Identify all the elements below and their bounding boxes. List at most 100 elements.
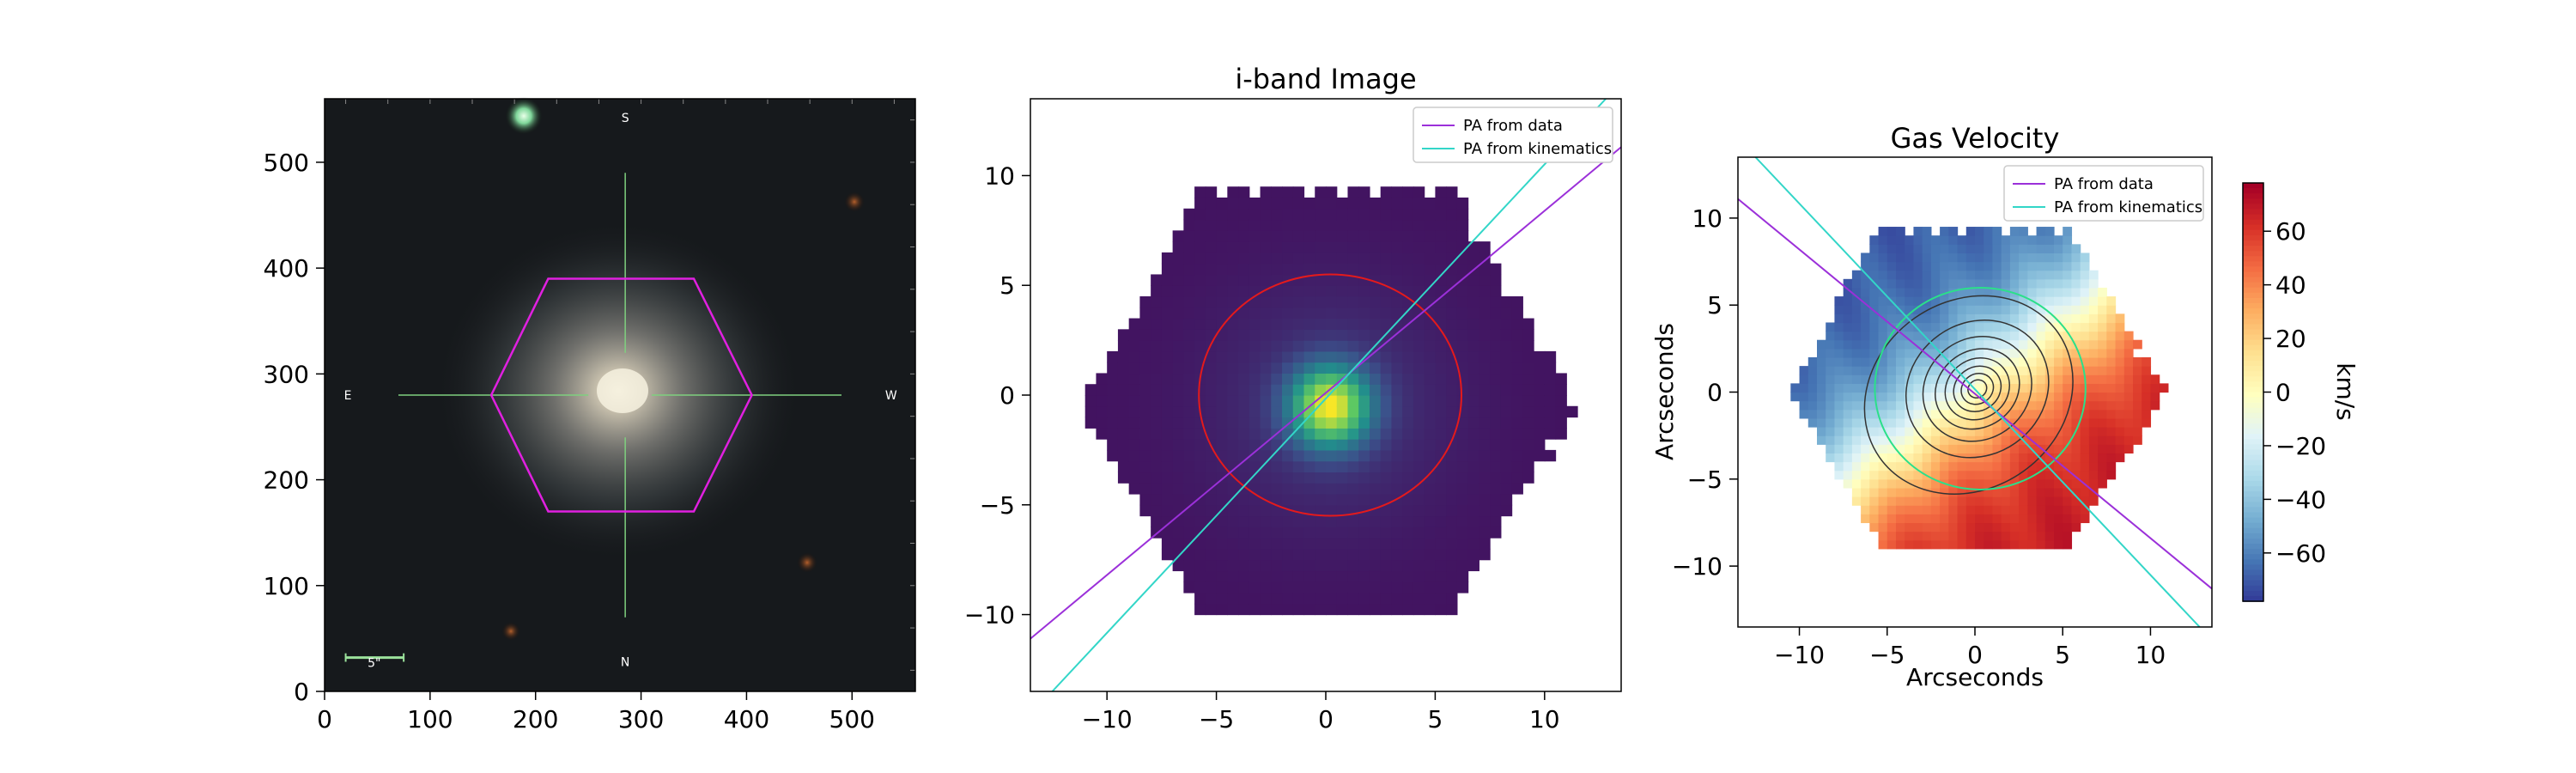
velocity-cell bbox=[2088, 470, 2099, 480]
pixel-cell bbox=[1172, 538, 1184, 550]
velocity-cell bbox=[1869, 356, 1880, 367]
pixel-cell bbox=[1380, 515, 1393, 527]
velocity-cell bbox=[1965, 348, 1976, 358]
velocity-cell bbox=[2063, 374, 2073, 384]
velocity-cell bbox=[2001, 322, 2011, 332]
velocity-cell bbox=[2009, 487, 2020, 497]
velocity-cell bbox=[2044, 244, 2055, 254]
pixel-cell bbox=[1467, 428, 1479, 440]
pixel-cell bbox=[1271, 230, 1283, 242]
velocity-cell bbox=[1948, 313, 1959, 324]
pixel-cell bbox=[1303, 428, 1315, 440]
velocity-cell bbox=[2054, 453, 2063, 463]
pixel-cell bbox=[1216, 593, 1228, 605]
pixel-cell bbox=[1380, 186, 1393, 198]
pixel-cell bbox=[1303, 526, 1315, 539]
pixel-cell bbox=[1172, 395, 1184, 407]
velocity-cell bbox=[1965, 322, 1976, 332]
velocity-cell bbox=[1913, 348, 1923, 358]
velocity-cell bbox=[1940, 409, 1949, 419]
pixel-cell bbox=[1260, 296, 1272, 308]
pixel-cell bbox=[1435, 362, 1447, 374]
velocity-cell bbox=[2054, 313, 2063, 324]
colorbar-segment bbox=[2243, 224, 2263, 231]
pixel-cell bbox=[1238, 252, 1250, 265]
velocity-cell bbox=[1930, 296, 1941, 306]
pixel-cell bbox=[1522, 460, 1534, 473]
velocity-cell bbox=[2071, 287, 2081, 297]
pixel-cell bbox=[1391, 548, 1403, 561]
velocity-cell bbox=[1886, 539, 1897, 550]
velocity-cell bbox=[1869, 435, 1880, 445]
velocity-cell bbox=[1965, 514, 1976, 524]
pixel-cell bbox=[1249, 219, 1261, 231]
pixel-cell bbox=[1347, 252, 1359, 265]
pixel-cell bbox=[1205, 548, 1218, 561]
velocity-cell bbox=[1948, 487, 1959, 497]
velocity-cell bbox=[2054, 461, 2063, 472]
pixel-cell bbox=[1183, 439, 1195, 451]
velocity-cell bbox=[2063, 227, 2073, 236]
pixel-cell bbox=[1282, 593, 1294, 605]
pixel-cell bbox=[1227, 449, 1239, 462]
pixel-cell bbox=[1303, 340, 1315, 352]
pixel-cell bbox=[1369, 472, 1382, 484]
pixel-cell bbox=[1128, 417, 1141, 429]
velocity-cell bbox=[1922, 305, 1932, 314]
colorbar-segment bbox=[2243, 350, 2263, 356]
velocity-cell bbox=[1992, 453, 2002, 463]
flux-contour bbox=[1922, 335, 2032, 442]
pixel-cell bbox=[1413, 186, 1425, 198]
velocity-cell bbox=[2019, 287, 2028, 297]
pixel-cell bbox=[1424, 230, 1437, 242]
pixel-cell bbox=[1467, 515, 1479, 527]
colorbar-segment bbox=[2243, 517, 2263, 524]
velocity-cell bbox=[2036, 356, 2046, 367]
pixel-cell bbox=[1490, 428, 1502, 440]
velocity-cell bbox=[2080, 313, 2090, 324]
pixel-cell bbox=[1500, 504, 1513, 517]
velocity-cell bbox=[2001, 356, 2011, 367]
velocity-cell bbox=[1965, 227, 1976, 236]
velocity-cell bbox=[1878, 435, 1888, 445]
pixel-cell bbox=[1435, 559, 1447, 572]
pixel-cell bbox=[1544, 405, 1557, 418]
pixel-cell bbox=[1391, 208, 1403, 221]
velocity-cell bbox=[2019, 539, 2028, 550]
pixel-cell bbox=[1216, 603, 1228, 616]
pixel-cell bbox=[1151, 449, 1163, 462]
velocity-cell bbox=[1922, 287, 1932, 297]
pixel-cell bbox=[1336, 515, 1349, 527]
colorbar-segment bbox=[2243, 209, 2263, 216]
velocity-cell bbox=[1896, 427, 1905, 436]
velocity-cell bbox=[1878, 409, 1888, 419]
velocity-cell bbox=[1975, 287, 1984, 297]
velocity-cell bbox=[1930, 322, 1941, 332]
pixel-cell bbox=[1358, 559, 1370, 572]
pixel-cell bbox=[1151, 483, 1163, 495]
velocity-cell bbox=[1930, 253, 1941, 263]
pixel-cell bbox=[1151, 515, 1163, 527]
p3-y-tick-label: 10 bbox=[1692, 204, 1722, 233]
pixel-cell bbox=[1369, 494, 1382, 506]
velocity-cell bbox=[1948, 253, 1959, 263]
pixel-cell bbox=[1260, 362, 1272, 374]
pixel-cell bbox=[1402, 274, 1414, 286]
velocity-cell bbox=[2036, 227, 2046, 236]
velocity-cell bbox=[1930, 470, 1941, 480]
pixel-cell bbox=[1544, 417, 1557, 429]
pixel-cell bbox=[1194, 384, 1206, 396]
velocity-cell bbox=[1861, 496, 1870, 506]
pixel-cell bbox=[1467, 483, 1479, 495]
velocity-cell bbox=[1817, 383, 1826, 393]
velocity-cell bbox=[2115, 322, 2125, 332]
pixel-cell bbox=[1227, 472, 1239, 484]
velocity-cell bbox=[1834, 392, 1844, 402]
pixel-cell bbox=[1183, 472, 1195, 484]
velocity-cell bbox=[1948, 227, 1959, 236]
velocity-cell bbox=[2063, 235, 2073, 245]
pixel-cell bbox=[1500, 350, 1513, 363]
velocity-cell bbox=[2036, 531, 2046, 541]
pixel-cell bbox=[1227, 340, 1239, 352]
pixel-cell bbox=[1107, 428, 1119, 440]
